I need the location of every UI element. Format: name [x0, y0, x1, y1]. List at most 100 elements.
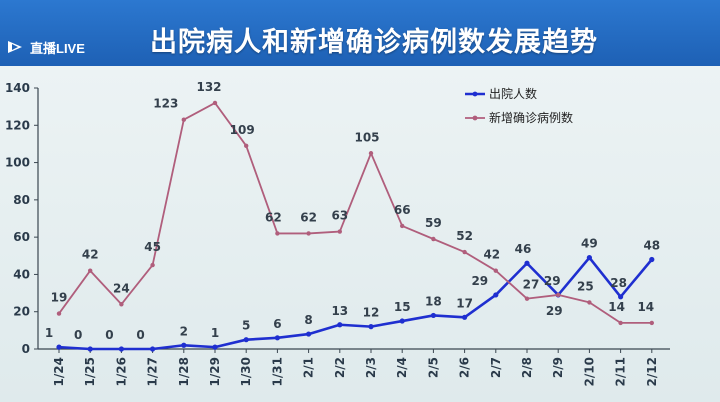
discharged-data-label: 17 — [456, 296, 473, 310]
new-confirmed-point — [587, 300, 592, 305]
new-confirmed-point — [181, 117, 186, 122]
discharged-point — [368, 324, 374, 330]
new-confirmed-data-label: 62 — [300, 210, 317, 224]
new-confirmed-data-label: 123 — [153, 97, 178, 111]
new-confirmed-point — [306, 231, 311, 236]
new-confirmed-point — [524, 296, 530, 301]
chart-title: 出院病人和新增确诊病例数发展趋势 — [150, 27, 598, 58]
new-confirmed-point — [244, 143, 249, 148]
live-badge: 直播LIVE — [6, 36, 85, 58]
discharged-data-label: 8 — [304, 313, 312, 327]
new-confirmed-point — [119, 302, 124, 307]
new-confirmed-data-label: 14 — [637, 300, 654, 314]
x-tick-label: 1/27 — [146, 357, 160, 386]
chart-panel: 0 20 40 60 80 100 120 140 1/24 1/25 1/26 1/27 1/28 1/… — [0, 66, 720, 402]
discharged-point — [524, 260, 530, 266]
new-confirmed-point — [618, 320, 623, 326]
discharged-data-label: 6 — [273, 317, 281, 331]
new-confirmed-data-label: 14 — [608, 300, 625, 314]
discharged-data-label: 5 — [242, 319, 250, 333]
discharged-point — [56, 344, 62, 350]
new-confirmed-data-label: 59 — [425, 216, 442, 230]
discharged-data-label: 2 — [180, 324, 188, 338]
x-tick-label: 1/31 — [270, 357, 284, 386]
discharged-data-label: 29 — [471, 274, 488, 288]
discharged-data-label: 49 — [581, 237, 598, 251]
discharged-point — [337, 322, 343, 328]
x-tick-label: 2/5 — [426, 357, 440, 378]
new-confirmed-data-label: 29 — [546, 304, 563, 318]
discharged-point — [274, 335, 280, 341]
discharged-data-label: 18 — [425, 294, 442, 308]
y-tick-label: 100 — [5, 156, 30, 170]
new-confirmed-data-label: 19 — [51, 291, 68, 305]
discharged-data-label: 12 — [363, 306, 380, 320]
new-confirmed-series-line — [58, 102, 652, 324]
discharged-data-label: 0 — [105, 328, 113, 342]
x-tick-label: 2/1 — [302, 357, 316, 378]
new-confirmed-data-label: 42 — [82, 248, 99, 262]
new-confirmed-point — [56, 311, 62, 316]
new-confirmed-data-label: 45 — [144, 240, 161, 254]
new-confirmed-data-label: 25 — [577, 279, 594, 293]
discharged-point — [87, 346, 93, 352]
x-tick-label: 2/8 — [520, 357, 534, 378]
discharged-data-label: 0 — [136, 328, 144, 342]
x-tick-label: 2/9 — [551, 357, 565, 378]
live-broadcast-icon — [8, 41, 22, 53]
discharged-data-label: 0 — [74, 328, 82, 342]
x-tick-label: 2/10 — [582, 357, 596, 386]
discharged-series-line — [58, 256, 653, 351]
new-confirmed-point — [462, 249, 467, 255]
new-confirmed-data-label: 66 — [394, 203, 411, 217]
discharged-data-label: 1 — [45, 326, 53, 340]
discharged-data-label: 29 — [544, 274, 561, 288]
y-tick-label: 40 — [13, 267, 30, 281]
new-confirmed-data-label: 24 — [113, 281, 130, 295]
legend-swatch-marker — [472, 115, 478, 121]
x-tick-label: 1/25 — [83, 357, 97, 386]
discharged-data-label: 1 — [211, 326, 219, 340]
x-tick-label: 2/6 — [458, 357, 472, 378]
new-confirmed-point — [368, 151, 374, 156]
discharged-point — [649, 256, 655, 263]
new-confirmed-data-label: 42 — [483, 248, 500, 262]
new-confirmed-point — [150, 262, 155, 268]
new-confirmed-data-label: 27 — [523, 278, 540, 292]
live-label: 直播LIVE — [30, 40, 85, 56]
discharged-point — [430, 312, 436, 319]
x-tick-label: 2/11 — [614, 357, 628, 386]
discharged-point — [212, 344, 218, 350]
x-tick-label: 1/28 — [177, 357, 191, 386]
y-tick-label: 140 — [5, 81, 30, 95]
discharged-point — [243, 337, 249, 343]
new-confirmed-point — [493, 268, 498, 273]
new-confirmed-data-label: 62 — [265, 210, 282, 224]
x-tick-label: 2/4 — [395, 357, 409, 378]
x-tick-label: 2/2 — [333, 357, 347, 378]
discharged-point — [306, 331, 312, 337]
discharged-point — [150, 346, 156, 352]
discharged-point — [493, 292, 499, 298]
x-tick-label: 1/26 — [114, 357, 128, 386]
y-tick-label: 60 — [13, 230, 30, 244]
new-confirmed-data-label: 105 — [354, 130, 379, 144]
new-confirmed-data-label: 52 — [456, 229, 473, 243]
discharged-data-label: 48 — [643, 239, 660, 253]
y-tick-label: 80 — [13, 193, 30, 207]
x-tick-label: 2/12 — [645, 357, 659, 386]
discharged-data-label: 15 — [394, 300, 411, 314]
discharged-point — [399, 318, 405, 324]
y-tick-label: 0 — [22, 342, 30, 356]
new-confirmed-point — [212, 100, 218, 106]
x-tick-label: 1/24 — [52, 357, 66, 386]
new-confirmed-point — [556, 292, 561, 298]
new-confirmed-point — [431, 236, 436, 242]
y-tick-label: 20 — [13, 305, 30, 319]
discharged-point — [586, 255, 593, 261]
new-confirmed-data-label: 109 — [230, 123, 255, 137]
discharged-point — [181, 342, 187, 348]
title-banner — [0, 0, 720, 70]
discharged-data-label: 46 — [515, 242, 532, 256]
